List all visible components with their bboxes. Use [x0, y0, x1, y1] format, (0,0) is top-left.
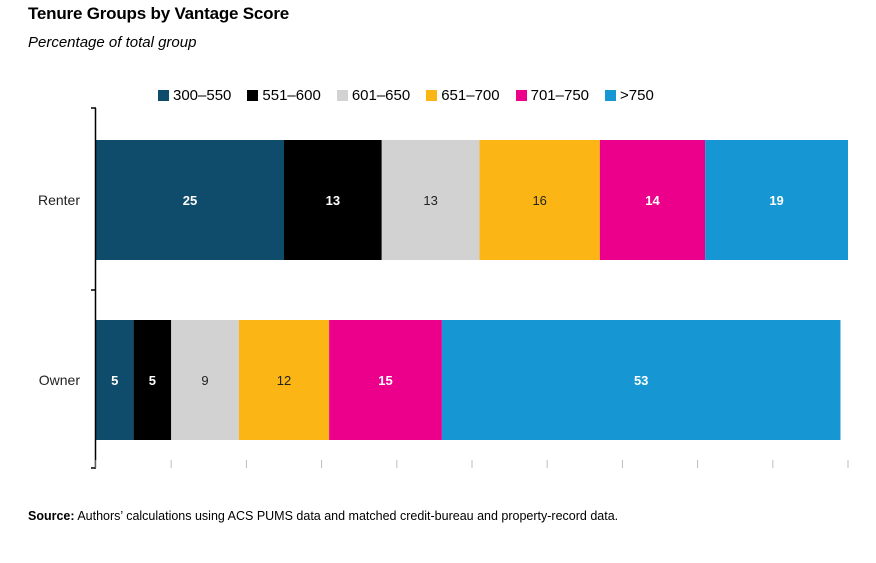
data-label: 53 [634, 373, 648, 388]
data-label: 5 [111, 373, 118, 388]
legend-swatch [158, 90, 169, 101]
data-label: 12 [277, 373, 291, 388]
legend-label: 300–550 [173, 87, 232, 104]
bar-segment [599, 140, 706, 260]
data-label: 14 [645, 193, 660, 208]
legend-item: 701–750 [515, 87, 590, 104]
bar-segment [705, 140, 848, 260]
source-label: Source: [28, 509, 75, 523]
bar-segment [479, 140, 600, 260]
legend-item: >750 [605, 87, 654, 104]
data-label: 5 [149, 373, 156, 388]
legend-item: 300–550 [158, 87, 231, 104]
legend-item: 651–700 [426, 87, 500, 104]
legend-swatch [247, 90, 259, 101]
data-label: 25 [183, 193, 197, 208]
legend-label: 601–650 [351, 87, 411, 104]
data-label: 13 [326, 193, 340, 208]
source-note: Source: Authors’ calculations using ACS … [28, 509, 618, 523]
legend-label: 551–600 [262, 87, 321, 104]
category-label: Renter [38, 192, 80, 208]
legend-item: 551–600 [247, 87, 321, 104]
legend-item: 601–650 [336, 87, 411, 104]
legend-label: >750 [620, 87, 654, 104]
legend-swatch [515, 90, 527, 101]
bar-segment [96, 320, 134, 440]
bar-segment [284, 140, 382, 260]
bar-segment [238, 320, 330, 440]
stacked-bar-chart: 25 13 13 16 14 19 Renter 5 5 9 12 15 53 Owner [38, 107, 849, 469]
legend-swatch [336, 90, 348, 101]
data-label: 15 [378, 373, 392, 388]
data-label: 13 [423, 193, 437, 208]
data-label: 9 [201, 373, 208, 388]
bar-segment [133, 320, 172, 440]
chart-legend: 300–550 551–600 601–650 651–700 701–750 >750 [158, 87, 670, 104]
bar-segment [171, 320, 239, 440]
source-text: Authors’ calculations using ACS PUMS dat… [74, 509, 619, 523]
legend-label: 651–700 [441, 87, 500, 104]
data-label: 19 [769, 193, 783, 208]
bar-segment [381, 140, 480, 260]
bar-segment [96, 140, 284, 260]
chart-title: Tenure Groups by Vantage Score [28, 4, 290, 23]
legend-swatch [426, 90, 438, 101]
bar-segment [441, 320, 841, 440]
chart-subtitle: Percentage of total group [28, 34, 197, 51]
bar-segment [329, 320, 442, 440]
legend-label: 701–750 [530, 87, 590, 104]
legend-swatch [605, 90, 617, 101]
category-label: Owner [39, 372, 81, 388]
data-label: 16 [532, 193, 546, 208]
